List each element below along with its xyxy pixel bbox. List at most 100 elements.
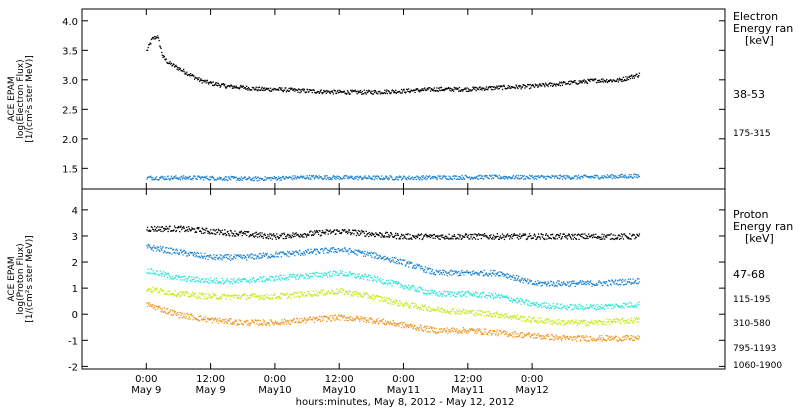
data-point — [528, 233, 531, 235]
data-point — [411, 262, 413, 264]
data-point — [547, 318, 549, 320]
data-point — [469, 89, 471, 91]
data-point — [552, 321, 554, 324]
data-point — [548, 307, 551, 310]
data-point — [525, 234, 527, 236]
data-point — [593, 177, 595, 179]
data-point — [169, 179, 171, 181]
data-point — [231, 232, 233, 234]
data-point — [157, 305, 160, 308]
data-point — [341, 248, 344, 250]
data-point — [309, 251, 311, 253]
data-point — [224, 254, 226, 256]
data-point — [626, 306, 628, 308]
data-point — [293, 318, 295, 320]
data-point — [323, 272, 326, 274]
data-point — [251, 177, 254, 180]
data-point — [185, 315, 187, 318]
data-point — [548, 82, 551, 84]
data-point — [264, 233, 266, 235]
data-point — [265, 323, 268, 326]
data-point — [545, 282, 547, 284]
data-point — [245, 279, 247, 281]
data-point — [339, 177, 342, 179]
data-point — [196, 279, 198, 282]
data-point — [274, 234, 276, 237]
data-point — [568, 323, 571, 325]
data-point — [175, 274, 178, 276]
data-point — [249, 279, 252, 281]
data-point — [595, 305, 597, 308]
data-point — [438, 295, 440, 297]
data-point — [571, 81, 573, 83]
data-point — [489, 86, 491, 89]
data-point — [587, 321, 589, 323]
data-point — [256, 89, 258, 91]
data-point — [176, 177, 178, 179]
data-point — [502, 314, 504, 317]
data-point — [160, 288, 162, 290]
data-point — [301, 236, 304, 238]
data-point — [601, 284, 603, 287]
data-point — [156, 246, 158, 248]
data-point — [154, 309, 156, 311]
data-point — [335, 318, 337, 320]
data-point — [370, 178, 372, 180]
data-point — [593, 236, 596, 238]
data-point — [507, 233, 509, 235]
data-point — [601, 175, 603, 177]
data-point — [193, 228, 195, 230]
data-point — [613, 281, 615, 284]
data-point — [291, 294, 293, 296]
data-point — [371, 90, 373, 92]
data-point — [411, 284, 414, 286]
data-point — [516, 297, 518, 300]
data-point — [509, 316, 511, 319]
data-point — [307, 249, 309, 251]
data-point — [433, 292, 435, 294]
data-point — [316, 231, 318, 233]
data-point — [501, 176, 504, 179]
data-point — [539, 282, 541, 285]
data-point — [439, 294, 441, 296]
data-point — [207, 278, 209, 280]
data-point — [312, 316, 315, 318]
data-point — [264, 281, 266, 283]
data-point — [534, 303, 536, 305]
data-point — [520, 236, 522, 238]
data-point — [492, 236, 494, 238]
data-point — [332, 247, 335, 249]
data-point — [521, 177, 523, 179]
data-point — [226, 321, 228, 323]
data-point — [381, 233, 383, 235]
data-point — [636, 302, 639, 304]
data-point — [397, 234, 399, 237]
data-point — [555, 322, 557, 324]
data-point — [530, 280, 533, 282]
data-point — [383, 296, 385, 298]
data-point — [458, 176, 460, 178]
data-point — [353, 293, 355, 295]
data-point — [278, 252, 280, 254]
data-point — [420, 89, 423, 91]
data-point — [386, 280, 388, 282]
data-point — [470, 177, 472, 180]
data-point — [427, 292, 429, 295]
data-point — [221, 179, 223, 181]
data-point — [469, 310, 471, 312]
data-point — [366, 234, 368, 236]
data-point — [378, 279, 380, 281]
data-point — [214, 230, 216, 232]
data-point — [354, 229, 356, 231]
data-point — [318, 92, 320, 94]
data-point — [512, 235, 514, 237]
data-point — [492, 177, 494, 179]
data-point — [246, 324, 248, 326]
data-point — [472, 295, 474, 297]
data-point — [257, 233, 259, 235]
data-point — [323, 315, 325, 317]
data-point — [478, 88, 480, 91]
data-point — [437, 271, 439, 273]
data-point — [473, 293, 475, 296]
data-point — [620, 284, 622, 286]
